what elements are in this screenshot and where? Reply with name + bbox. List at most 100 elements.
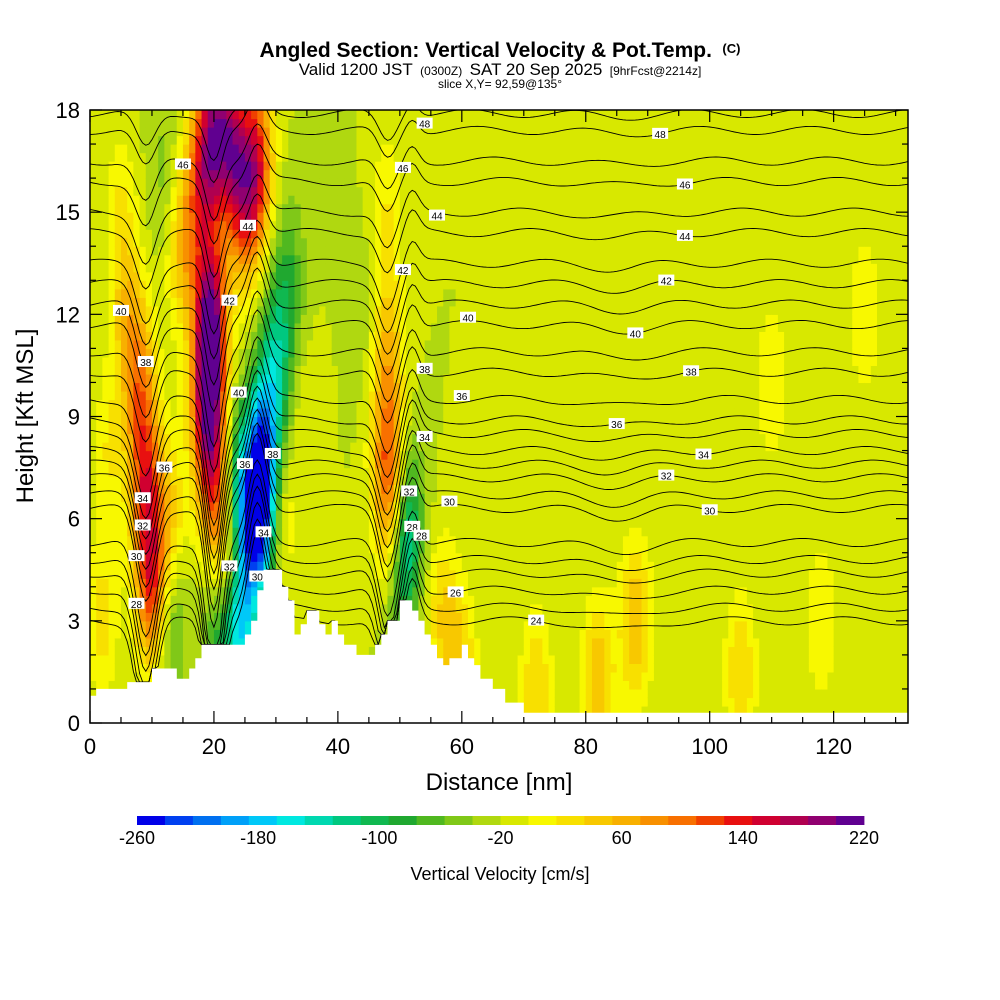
heat-cell bbox=[120, 220, 128, 230]
heat-cell bbox=[145, 425, 153, 435]
heat-cell bbox=[362, 399, 370, 409]
heat-cell bbox=[313, 288, 320, 298]
heat-cell bbox=[263, 407, 271, 418]
heat-cell bbox=[399, 144, 407, 154]
heat-cell bbox=[120, 118, 128, 128]
heat-cell bbox=[437, 442, 444, 452]
heat-cell bbox=[102, 399, 110, 409]
heat-cell bbox=[120, 518, 128, 528]
heat-cell bbox=[176, 646, 184, 656]
heat-cell bbox=[232, 527, 240, 537]
heat-cell bbox=[331, 595, 339, 605]
heat-cell bbox=[468, 416, 475, 426]
heat-cell bbox=[164, 586, 172, 596]
heat-cell bbox=[127, 518, 134, 528]
heat-cell bbox=[375, 118, 382, 128]
heat-cell bbox=[257, 212, 265, 222]
heat-cell bbox=[207, 195, 215, 205]
heat-cell bbox=[300, 144, 308, 154]
heat-cell bbox=[120, 382, 128, 392]
heat-cell bbox=[176, 544, 184, 554]
heat-cell bbox=[189, 450, 196, 460]
heat-cell bbox=[486, 578, 494, 588]
heat-cell bbox=[331, 254, 339, 264]
heat-cell bbox=[399, 195, 407, 205]
heat-cell bbox=[387, 552, 395, 562]
heat-cell bbox=[461, 484, 469, 494]
heat-cell bbox=[238, 595, 246, 605]
heat-cell bbox=[486, 212, 494, 222]
heat-cell bbox=[430, 331, 438, 341]
heat-cell bbox=[375, 544, 382, 554]
heat-cell bbox=[300, 459, 308, 469]
heat-cell bbox=[189, 578, 196, 588]
heat-cell bbox=[96, 305, 103, 315]
heat-cell bbox=[300, 450, 308, 460]
heat-cell bbox=[257, 135, 265, 145]
heat-cell bbox=[468, 127, 475, 137]
heat-cell bbox=[412, 561, 420, 571]
heat-cell bbox=[232, 254, 240, 264]
heat-cell bbox=[325, 348, 333, 358]
heat-cell bbox=[226, 459, 234, 469]
heat-cell bbox=[443, 535, 451, 545]
heat-cell bbox=[412, 450, 420, 460]
heat-cell bbox=[319, 612, 327, 622]
heat-cell bbox=[306, 501, 314, 511]
heat-cell bbox=[90, 407, 97, 418]
heat-cell bbox=[96, 152, 103, 162]
heat-cell bbox=[412, 382, 420, 392]
heat-cell bbox=[275, 195, 283, 205]
heat-cell bbox=[443, 373, 451, 384]
heat-cell bbox=[399, 178, 407, 188]
heat-cell bbox=[269, 263, 277, 273]
heat-cell bbox=[189, 254, 196, 264]
heat-cell bbox=[213, 195, 221, 205]
heat-cell bbox=[151, 552, 159, 562]
heat-cell bbox=[350, 280, 358, 290]
heat-cell bbox=[102, 220, 110, 230]
heat-cell bbox=[437, 629, 444, 639]
heat-cell bbox=[189, 544, 196, 554]
heat-cell bbox=[313, 365, 320, 375]
heat-cell bbox=[387, 135, 395, 145]
heat-cell bbox=[282, 246, 289, 256]
heat-cell bbox=[368, 186, 376, 196]
heat-cell bbox=[480, 612, 488, 622]
heat-cell bbox=[133, 348, 141, 358]
heat-cell bbox=[505, 561, 512, 571]
heat-cell bbox=[164, 305, 172, 315]
heat-cell bbox=[139, 561, 147, 571]
heat-cell bbox=[145, 135, 153, 145]
heat-cell bbox=[455, 271, 463, 281]
heat-cell bbox=[499, 552, 506, 562]
heat-cell bbox=[189, 646, 196, 656]
heat-cell bbox=[387, 603, 395, 613]
heat-cell bbox=[127, 425, 134, 435]
heat-cell bbox=[133, 178, 141, 188]
heat-cell bbox=[362, 237, 370, 247]
heat-cell bbox=[306, 603, 314, 613]
heat-cell bbox=[189, 612, 196, 622]
heat-cell bbox=[412, 595, 420, 605]
heat-cell bbox=[300, 390, 308, 401]
heat-cell bbox=[449, 288, 457, 298]
heat-cell bbox=[164, 339, 172, 349]
heat-cell bbox=[313, 144, 320, 154]
heat-cell bbox=[195, 127, 203, 137]
heat-cell bbox=[486, 271, 494, 281]
heat-cell bbox=[102, 450, 110, 460]
heat-cell bbox=[461, 212, 469, 222]
heat-cell bbox=[443, 144, 451, 154]
heat-cell bbox=[257, 195, 265, 205]
heat-cell bbox=[325, 603, 333, 613]
heat-cell bbox=[244, 450, 252, 460]
heat-cell bbox=[306, 110, 314, 120]
heat-cell bbox=[195, 637, 203, 647]
heat-cell bbox=[257, 433, 265, 443]
heat-cell bbox=[387, 331, 395, 341]
heat-cell bbox=[362, 450, 370, 460]
heat-cell bbox=[375, 322, 382, 332]
heat-cell bbox=[306, 493, 314, 503]
heat-cell bbox=[337, 297, 345, 307]
